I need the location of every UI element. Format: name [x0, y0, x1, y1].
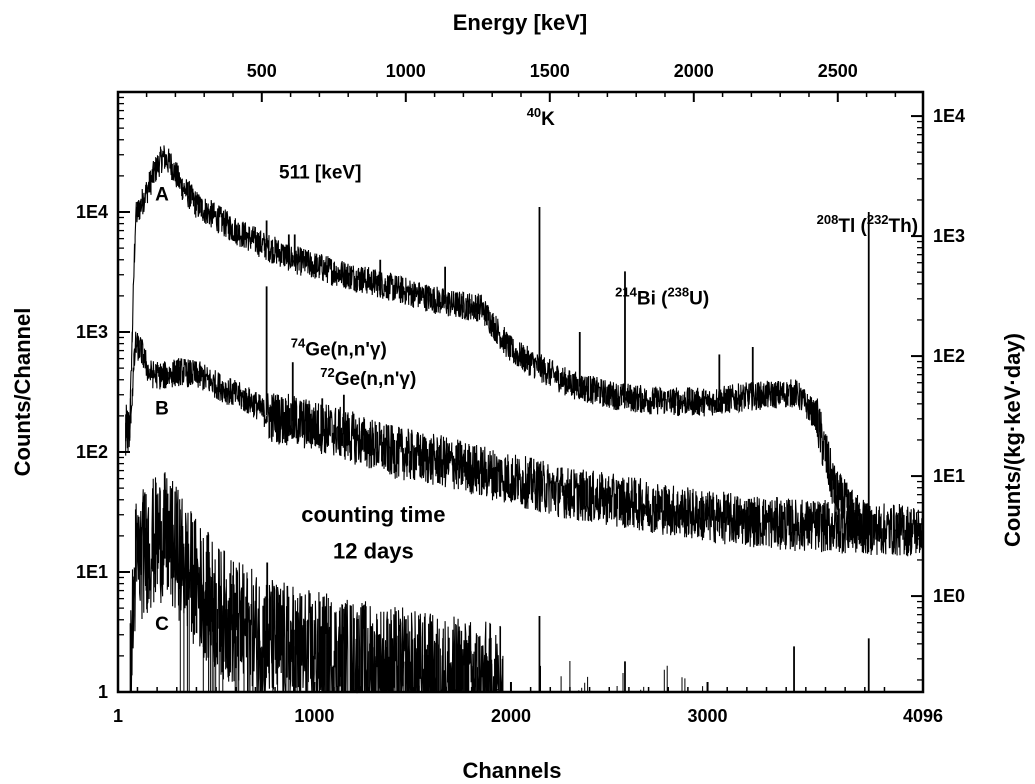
- x-axis-title: Channels: [462, 758, 561, 783]
- y-tick-label: 1E3: [76, 322, 108, 342]
- annotation-superscript: 72: [320, 365, 334, 380]
- y-right-tick-label: 1E1: [933, 466, 965, 486]
- top-tick-label: 1000: [386, 61, 426, 81]
- annotation-label: A: [155, 184, 169, 205]
- x-tick-label: 1: [113, 706, 123, 726]
- y-right-tick-label: 1E2: [933, 346, 965, 366]
- x-tick-label: 3000: [688, 706, 728, 726]
- annotation-superscript: 238: [667, 284, 689, 299]
- series-group: [125, 145, 924, 694]
- y-right-tick-label: 1E3: [933, 226, 965, 246]
- annotation-label: 214Bi (238U): [615, 284, 709, 309]
- annotation-text: U): [689, 288, 709, 309]
- x-tick-label: 4096: [903, 706, 943, 726]
- annotation-text: Tl (: [838, 216, 867, 237]
- top-tick-label: 500: [247, 61, 277, 81]
- annotation-text: Ge(n,n'γ): [305, 339, 387, 360]
- annotation-superscript: 214: [615, 284, 637, 299]
- x-tick-label: 2000: [491, 706, 531, 726]
- annotation-label: 12 days: [333, 538, 414, 563]
- annotation-label: 511 [keV]: [279, 163, 361, 184]
- annotation-label: C: [155, 614, 169, 635]
- y-tick-label: 1: [98, 682, 108, 702]
- annotation-label: B: [155, 399, 169, 420]
- x-tick-label: 1000: [294, 706, 334, 726]
- series-a-line: [125, 145, 870, 546]
- y-tick-label: 1E1: [76, 562, 108, 582]
- annotation-label: counting time: [301, 502, 445, 527]
- annotation-text: Th): [889, 216, 919, 237]
- plot-frame: [116, 90, 925, 694]
- top-tick-label: 2000: [674, 61, 714, 81]
- annotation-superscript: 74: [291, 335, 306, 350]
- top-axis-title: Energy [keV]: [453, 10, 588, 35]
- annotation-text: Ge(n,n'γ): [335, 369, 417, 390]
- annotation-superscript: 232: [867, 212, 889, 227]
- top-tick-label: 2500: [818, 61, 858, 81]
- series-c-line: [129, 472, 504, 694]
- y-right-tick-label: 1E4: [933, 106, 965, 126]
- annotation-label: 74Ge(n,n'γ): [291, 335, 387, 360]
- y-tick-label: 1E4: [76, 202, 108, 222]
- annotation-superscript: 208: [817, 212, 839, 227]
- annotation-label: 40K: [527, 105, 555, 130]
- annotation-label: 208Tl (232Th): [817, 212, 918, 237]
- series-b-line: [125, 331, 924, 557]
- top-tick-label: 1500: [530, 61, 570, 81]
- annotation-label: 72Ge(n,n'γ): [320, 365, 416, 390]
- annotation-text: K: [541, 109, 555, 130]
- series-c-sparse-counts: [179, 530, 704, 692]
- y-right-axis-title: Counts/(kg·keV·day): [1000, 333, 1025, 547]
- y-axis-title: Counts/Channel: [10, 308, 35, 477]
- y-tick-label: 1E2: [76, 442, 108, 462]
- annotation-text: Bi (: [637, 288, 668, 309]
- annotations-group: A B C 511 [keV] 40K 214Bi (238U) 208Tl (232Th)…: [155, 105, 918, 635]
- annotation-superscript: 40: [527, 105, 541, 120]
- y-right-tick-label: 1E0: [933, 586, 965, 606]
